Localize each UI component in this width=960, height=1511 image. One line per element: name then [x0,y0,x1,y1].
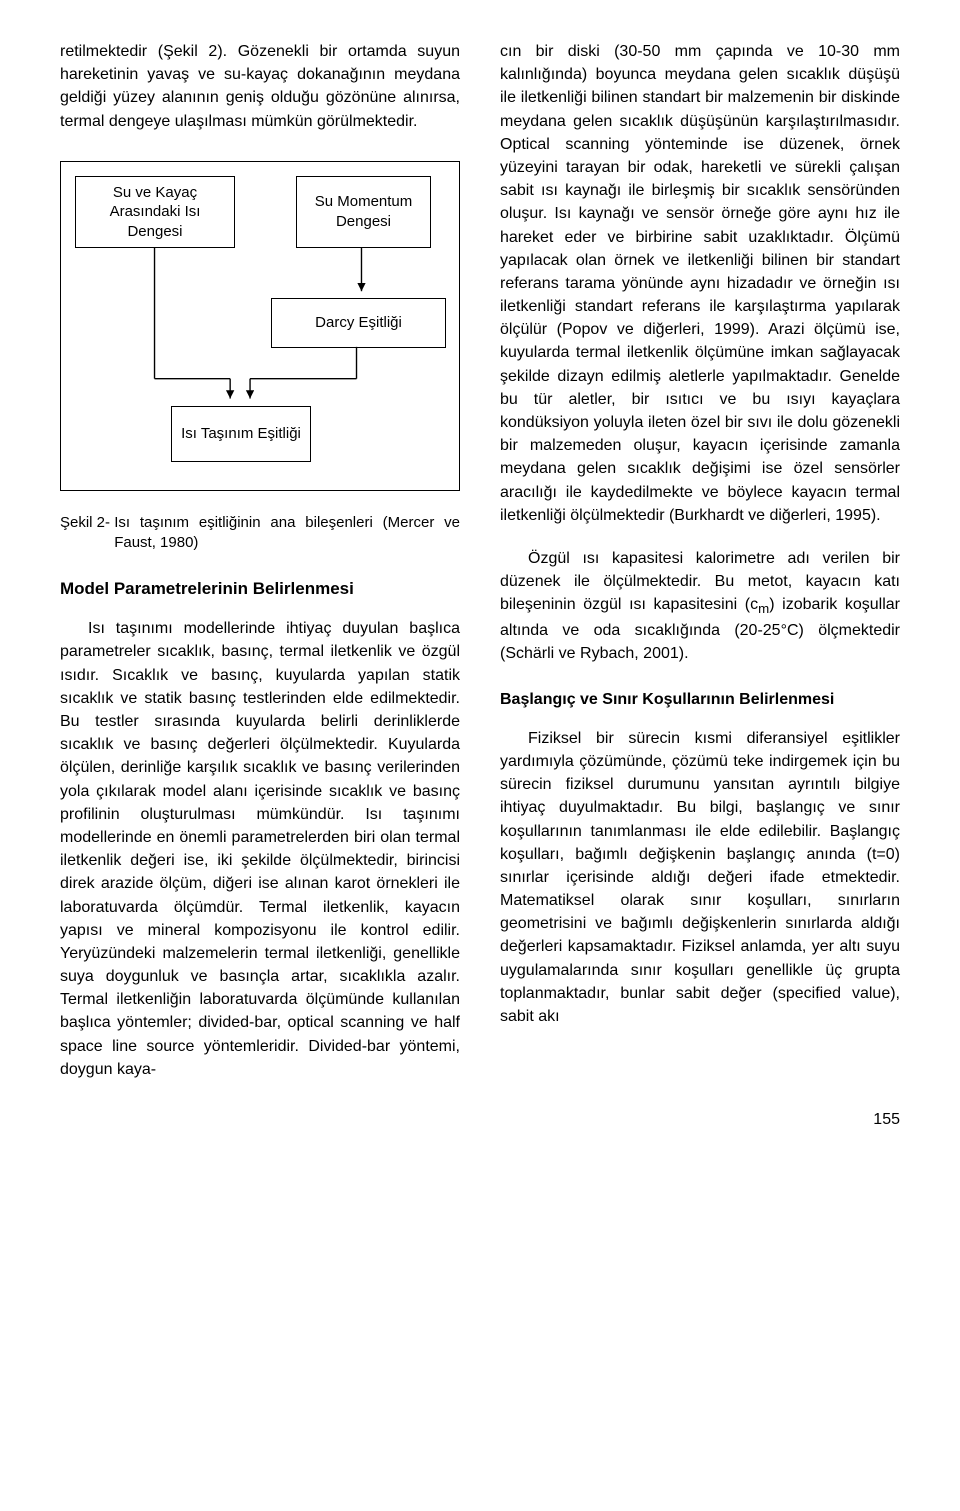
right-body-paragraph-3: Fiziksel bir sürecin kısmi diferansiyel … [500,727,900,1028]
section-heading-model-parametreleri: Model Parametrelerinin Belirlenmesi [60,579,460,599]
left-column: retilmektedir (Şekil 2). Gözenekli bir o… [60,40,460,1081]
node-label: Darcy Eşitliği [315,313,402,333]
node-label: Isı Taşınım Eşitliği [181,424,301,444]
node-darcy-esitligi: Darcy Eşitliği [271,298,446,348]
left-body-paragraph: Isı taşınımı modellerinde ihtiyaç duyula… [60,617,460,1081]
node-label: Su ve Kayaç Arasındaki Isı Dengesi [80,183,230,242]
section-heading-baslangic-sinir: Başlangıç ve Sınır Koşullarının Belirlen… [500,689,900,711]
figure-2-diagram: Su ve Kayaç Arasındaki Isı Dengesi Su Mo… [60,161,460,491]
figure-2-caption: Şekil 2- Isı taşınım eşitliğinin ana bil… [60,513,460,554]
right-column: cın bir diski (30-50 mm çapında ve 10-30… [500,40,900,1081]
node-isi-tasinim-esitligi: Isı Taşınım Eşitliği [171,406,311,462]
right-body-paragraph-2: Özgül ısı kapasitesi kalorimetre adı ver… [500,547,900,665]
node-su-kayac-isi-dengesi: Su ve Kayaç Arasındaki Isı Dengesi [75,176,235,248]
node-label: Su Momentum Dengesi [301,192,426,231]
right-body-paragraph-1: cın bir diski (30-50 mm çapında ve 10-30… [500,40,900,527]
page-number: 155 [0,1111,960,1159]
figure-caption-text: Isı taşınım eşitliğinin ana bileşenleri … [114,513,460,554]
left-intro-paragraph: retilmektedir (Şekil 2). Gözenekli bir o… [60,40,460,133]
node-su-momentum-dengesi: Su Momentum Dengesi [296,176,431,248]
figure-caption-label: Şekil 2- [60,513,114,554]
page-container: retilmektedir (Şekil 2). Gözenekli bir o… [0,0,960,1111]
subscript-m: m [758,602,769,617]
